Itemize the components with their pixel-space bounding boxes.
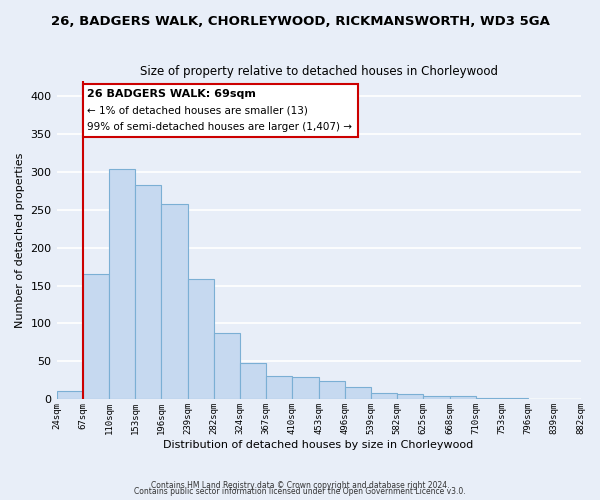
Bar bbox=[424, 396, 449, 400]
Bar bbox=[109, 170, 135, 400]
Text: ← 1% of detached houses are smaller (13): ← 1% of detached houses are smaller (13) bbox=[86, 105, 308, 115]
Bar bbox=[214, 332, 240, 400]
X-axis label: Distribution of detached houses by size in Chorleywood: Distribution of detached houses by size … bbox=[163, 440, 473, 450]
Bar bbox=[397, 394, 424, 400]
Bar bbox=[240, 363, 266, 400]
Text: Contains public sector information licensed under the Open Government Licence v3: Contains public sector information licen… bbox=[134, 487, 466, 496]
Text: 99% of semi-detached houses are larger (1,407) →: 99% of semi-detached houses are larger (… bbox=[86, 122, 352, 132]
Bar bbox=[371, 394, 397, 400]
Bar bbox=[161, 204, 188, 400]
Bar bbox=[56, 391, 83, 400]
Text: 26 BADGERS WALK: 69sqm: 26 BADGERS WALK: 69sqm bbox=[86, 89, 256, 99]
Bar bbox=[476, 398, 502, 400]
Text: Contains HM Land Registry data © Crown copyright and database right 2024.: Contains HM Land Registry data © Crown c… bbox=[151, 481, 449, 490]
Title: Size of property relative to detached houses in Chorleywood: Size of property relative to detached ho… bbox=[140, 65, 497, 78]
Bar bbox=[266, 376, 292, 400]
Bar bbox=[554, 398, 580, 400]
Bar bbox=[292, 378, 319, 400]
Bar bbox=[83, 274, 109, 400]
Y-axis label: Number of detached properties: Number of detached properties bbox=[15, 152, 25, 328]
Bar bbox=[502, 398, 528, 400]
Bar bbox=[449, 396, 476, 400]
Bar bbox=[319, 381, 345, 400]
Bar bbox=[345, 386, 371, 400]
Bar bbox=[135, 186, 161, 400]
Text: 26, BADGERS WALK, CHORLEYWOOD, RICKMANSWORTH, WD3 5GA: 26, BADGERS WALK, CHORLEYWOOD, RICKMANSW… bbox=[50, 15, 550, 28]
FancyBboxPatch shape bbox=[83, 84, 358, 136]
Bar bbox=[188, 278, 214, 400]
Bar bbox=[528, 398, 554, 400]
